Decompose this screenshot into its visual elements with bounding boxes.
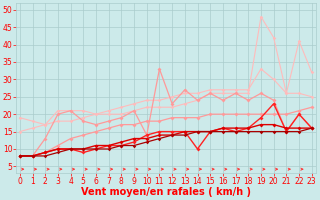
X-axis label: Vent moyen/en rafales ( km/h ): Vent moyen/en rafales ( km/h ) bbox=[81, 187, 251, 197]
